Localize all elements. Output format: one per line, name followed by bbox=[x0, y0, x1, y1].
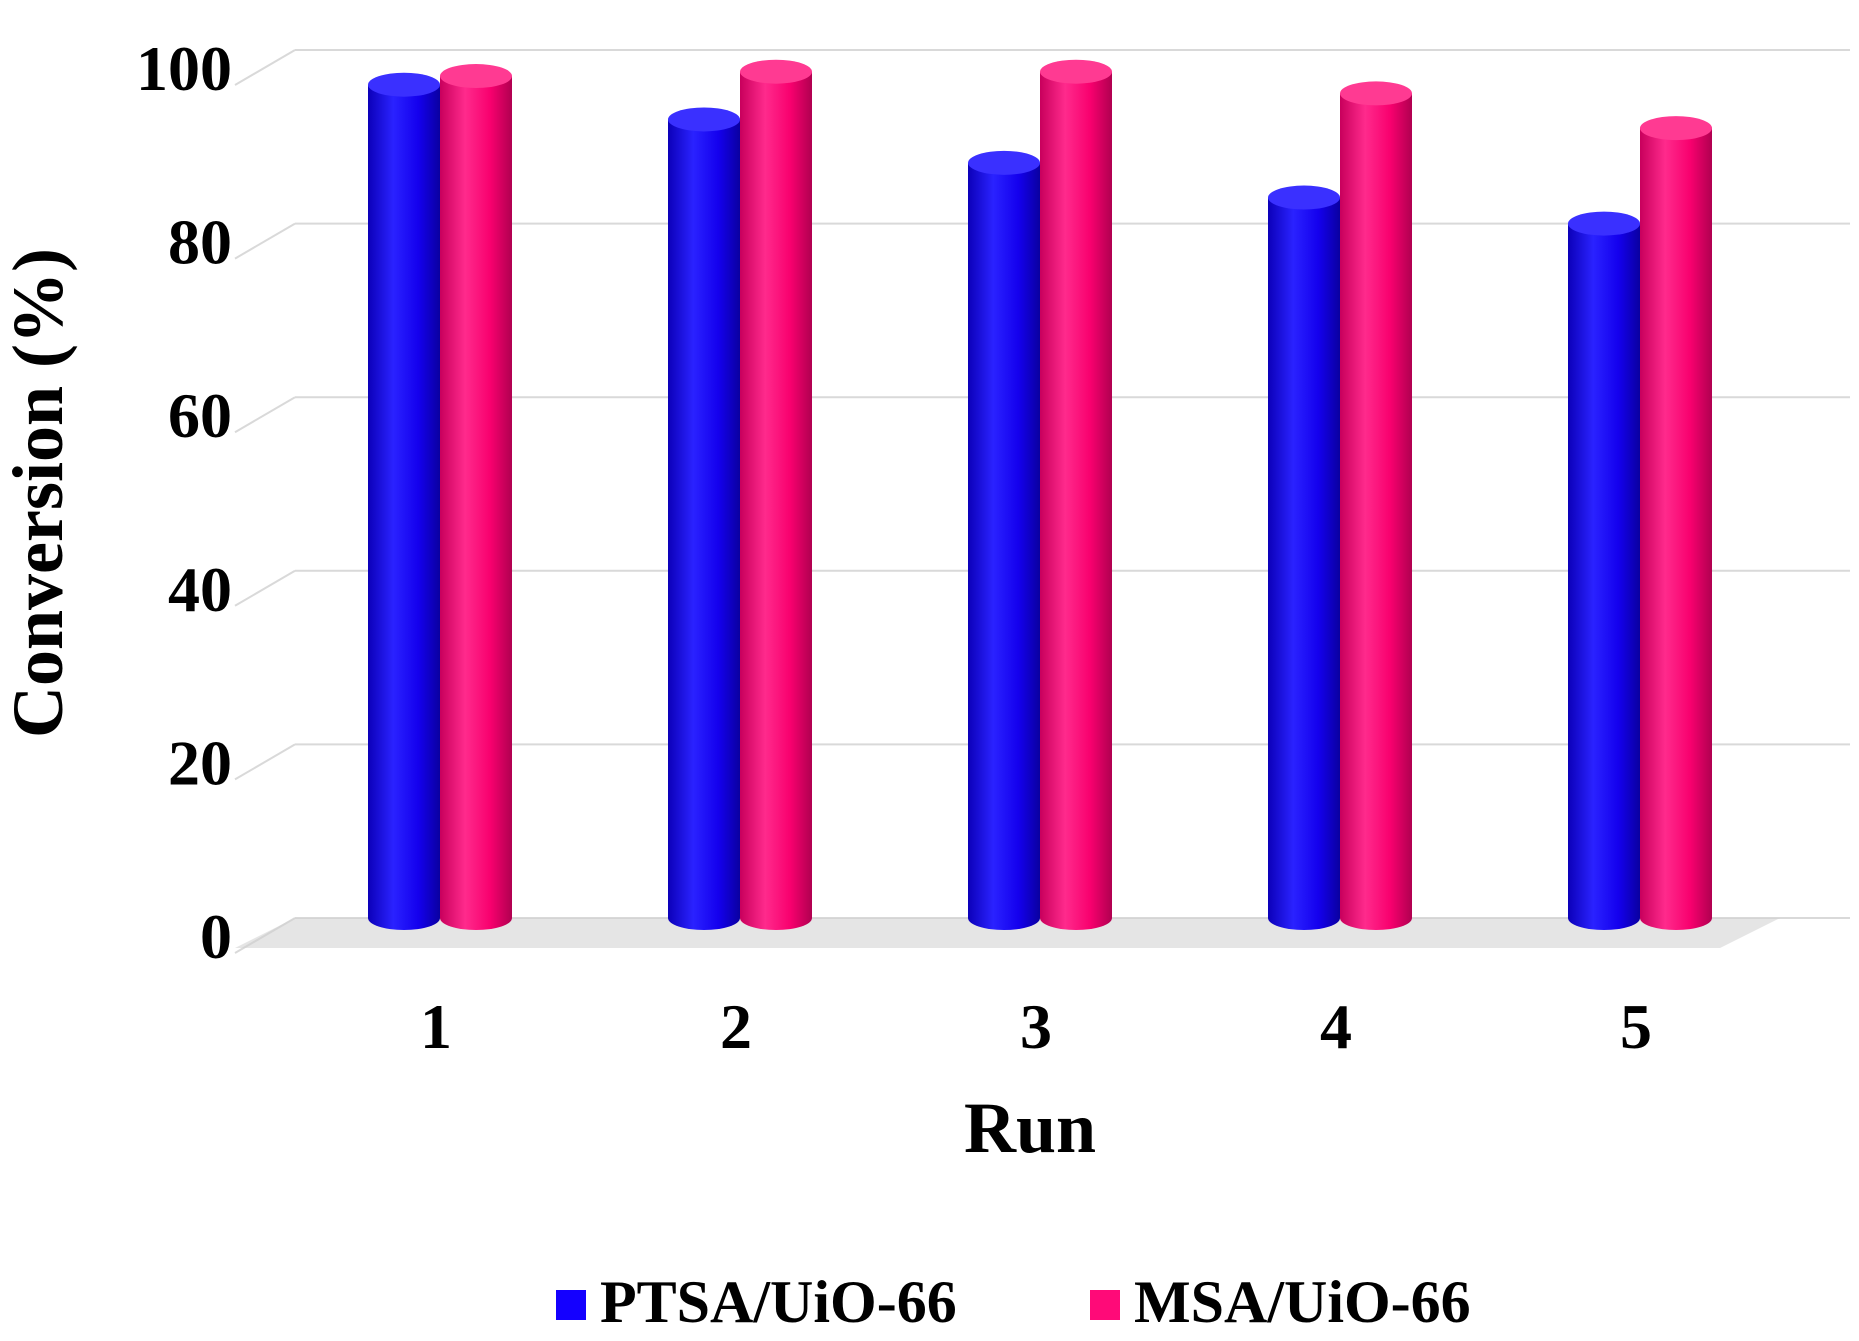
bar-cap bbox=[1568, 211, 1640, 236]
gridline-depth bbox=[234, 222, 296, 260]
legend: PTSA/UiO-66 MSA/UiO-66 bbox=[556, 1269, 1471, 1335]
bar-cap bbox=[668, 107, 740, 132]
bars bbox=[368, 59, 1712, 931]
bar-body bbox=[368, 84, 440, 931]
bar-body bbox=[1568, 223, 1640, 931]
x-axis-ticks: 1 2 3 4 5 bbox=[420, 991, 1652, 1062]
bar-cap bbox=[1268, 185, 1340, 210]
bar-body bbox=[968, 162, 1040, 931]
x-tick-label: 4 bbox=[1320, 991, 1352, 1062]
y-axis-title: Conversion (%) bbox=[0, 248, 78, 738]
legend-swatch bbox=[1090, 1290, 1120, 1320]
y-tick-label: 40 bbox=[168, 554, 232, 625]
bar-body bbox=[1268, 197, 1340, 930]
bar-cap bbox=[968, 150, 1040, 175]
y-tick-label: 80 bbox=[168, 207, 232, 278]
x-tick-label: 2 bbox=[720, 991, 752, 1062]
y-tick-label: 60 bbox=[168, 380, 232, 451]
bar-body bbox=[1040, 71, 1112, 930]
gridline-depth bbox=[234, 743, 296, 781]
legend-item: MSA/UiO-66 bbox=[1090, 1269, 1471, 1335]
y-axis-ticks: 0 20 40 60 80 100 bbox=[136, 33, 232, 972]
x-axis-title: Run bbox=[964, 1088, 1096, 1168]
legend-swatch bbox=[556, 1290, 586, 1320]
x-tick-label: 1 bbox=[420, 991, 452, 1062]
gridline-depth bbox=[234, 569, 296, 607]
bar-msa-run-5 bbox=[1640, 116, 1712, 930]
bar-msa-run-1 bbox=[440, 64, 512, 931]
y-tick-label: 20 bbox=[168, 727, 232, 798]
y-tick-label: 0 bbox=[200, 901, 232, 972]
legend-label: MSA/UiO-66 bbox=[1134, 1269, 1471, 1335]
gridline-depth bbox=[234, 396, 296, 434]
legend-label: PTSA/UiO-66 bbox=[600, 1269, 957, 1335]
gridline-depth bbox=[234, 49, 296, 86]
bar-body bbox=[740, 71, 812, 930]
bar-msa-run-3 bbox=[1040, 59, 1112, 930]
bar-cap bbox=[1040, 59, 1112, 84]
bar-body bbox=[668, 119, 740, 930]
bar-body bbox=[1640, 128, 1712, 930]
legend-item: PTSA/UiO-66 bbox=[556, 1269, 957, 1335]
bar-body bbox=[1340, 93, 1412, 930]
bar-msa-run-2 bbox=[740, 59, 812, 930]
bar-ptsa-run-5 bbox=[1568, 211, 1640, 931]
bar-ptsa-run-3 bbox=[968, 150, 1040, 931]
bar-body bbox=[440, 76, 512, 931]
bar-msa-run-4 bbox=[1340, 81, 1412, 930]
x-tick-label: 5 bbox=[1620, 991, 1652, 1062]
bar-ptsa-run-2 bbox=[668, 107, 740, 930]
bar-ptsa-run-1 bbox=[368, 72, 440, 931]
bar-ptsa-run-4 bbox=[1268, 185, 1340, 930]
bar-cap bbox=[440, 64, 512, 89]
bar-cap bbox=[1340, 81, 1412, 106]
bar-cap bbox=[740, 59, 812, 84]
x-tick-label: 3 bbox=[1020, 991, 1052, 1062]
bar-cap bbox=[368, 72, 440, 97]
y-tick-label: 100 bbox=[136, 33, 232, 104]
bar-cap bbox=[1640, 116, 1712, 141]
